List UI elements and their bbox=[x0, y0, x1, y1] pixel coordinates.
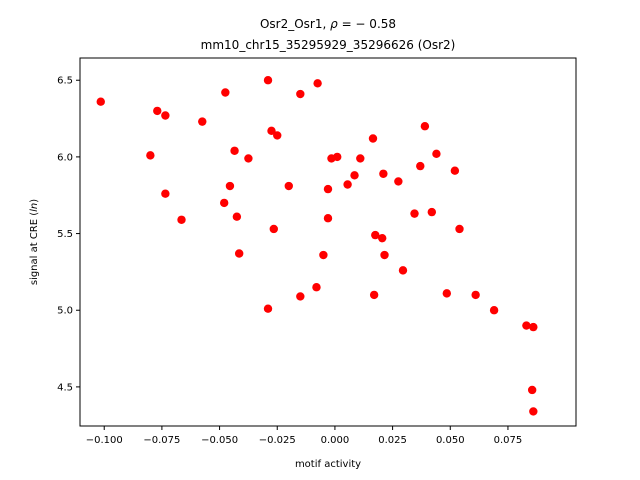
y-tick-label: 6.5 bbox=[57, 76, 73, 87]
data-point bbox=[263, 76, 273, 85]
data-point bbox=[398, 266, 408, 275]
data-point bbox=[450, 166, 460, 175]
axes-frame bbox=[79, 57, 577, 427]
y-tick-label: 5.0 bbox=[57, 306, 73, 317]
data-point bbox=[313, 79, 322, 88]
data-point bbox=[221, 88, 230, 97]
x-tick-label: 0.025 bbox=[378, 435, 407, 446]
data-point bbox=[410, 209, 419, 218]
data-point bbox=[153, 106, 162, 116]
data-point bbox=[529, 322, 538, 332]
data-point bbox=[219, 198, 229, 208]
data-point bbox=[442, 289, 452, 298]
data-point bbox=[269, 224, 278, 234]
data-point bbox=[380, 250, 389, 260]
y-tick-label: 4.5 bbox=[57, 382, 73, 393]
chart-title-line-1: Osr2_Osr1, ρ = − 0.58 bbox=[260, 17, 396, 31]
data-point bbox=[273, 131, 282, 140]
x-tick-label: 0.000 bbox=[321, 435, 350, 446]
x-tick-label: 0.075 bbox=[494, 435, 523, 446]
data-point bbox=[522, 321, 531, 330]
data-point bbox=[333, 152, 342, 162]
data-point bbox=[489, 306, 499, 315]
data-point bbox=[379, 169, 388, 178]
data-point bbox=[368, 134, 378, 143]
data-point bbox=[416, 161, 425, 171]
data-point bbox=[356, 154, 365, 163]
data-point bbox=[161, 111, 170, 120]
data-point bbox=[232, 212, 242, 221]
data-point bbox=[146, 151, 155, 160]
data-point bbox=[455, 224, 464, 234]
data-points bbox=[96, 76, 538, 416]
data-point bbox=[296, 292, 305, 301]
data-point bbox=[267, 126, 276, 136]
data-point bbox=[96, 97, 105, 106]
x-tick-label: −0.075 bbox=[143, 435, 180, 446]
data-point bbox=[527, 385, 537, 395]
x-tick-label: −0.100 bbox=[86, 435, 123, 446]
data-point bbox=[225, 181, 235, 191]
data-point bbox=[369, 290, 379, 300]
data-point bbox=[432, 149, 441, 159]
data-point bbox=[244, 154, 253, 163]
x-tick-label: 0.050 bbox=[436, 435, 465, 446]
x-tick-label: −0.025 bbox=[259, 435, 296, 446]
data-point bbox=[371, 230, 380, 240]
data-point bbox=[284, 181, 293, 191]
data-point bbox=[471, 290, 480, 300]
data-point bbox=[420, 122, 430, 131]
data-point bbox=[161, 189, 170, 198]
data-point bbox=[350, 171, 359, 180]
data-point bbox=[198, 117, 207, 126]
data-point bbox=[319, 250, 328, 260]
x-axis-label: motif activity bbox=[295, 459, 361, 470]
plot-area bbox=[79, 57, 577, 427]
y-axis: 4.5 5.0 5.5 6.0 6.5 bbox=[57, 76, 80, 393]
chart-title-line-2: mm10_chr15_35295929_35296626 (Osr2) bbox=[201, 38, 456, 52]
data-point bbox=[323, 184, 333, 194]
data-point bbox=[529, 407, 538, 416]
data-point bbox=[394, 177, 403, 186]
y-tick-label: 6.0 bbox=[57, 152, 73, 163]
data-point bbox=[263, 304, 273, 313]
data-point bbox=[234, 249, 244, 258]
data-point bbox=[230, 146, 239, 155]
x-tick-label: −0.050 bbox=[201, 435, 238, 446]
data-point bbox=[323, 214, 333, 223]
data-point bbox=[378, 233, 387, 243]
y-tick-label: 5.5 bbox=[57, 229, 73, 240]
data-point bbox=[177, 215, 186, 224]
y-axis-label: signal at CRE (ln) bbox=[29, 199, 40, 285]
data-point bbox=[296, 89, 305, 99]
data-point bbox=[427, 207, 437, 217]
data-point bbox=[343, 180, 352, 189]
x-axis: −0.100 −0.075 −0.050 −0.025 0.000 0.025 0.050 0… bbox=[86, 426, 523, 446]
data-point bbox=[312, 283, 321, 292]
